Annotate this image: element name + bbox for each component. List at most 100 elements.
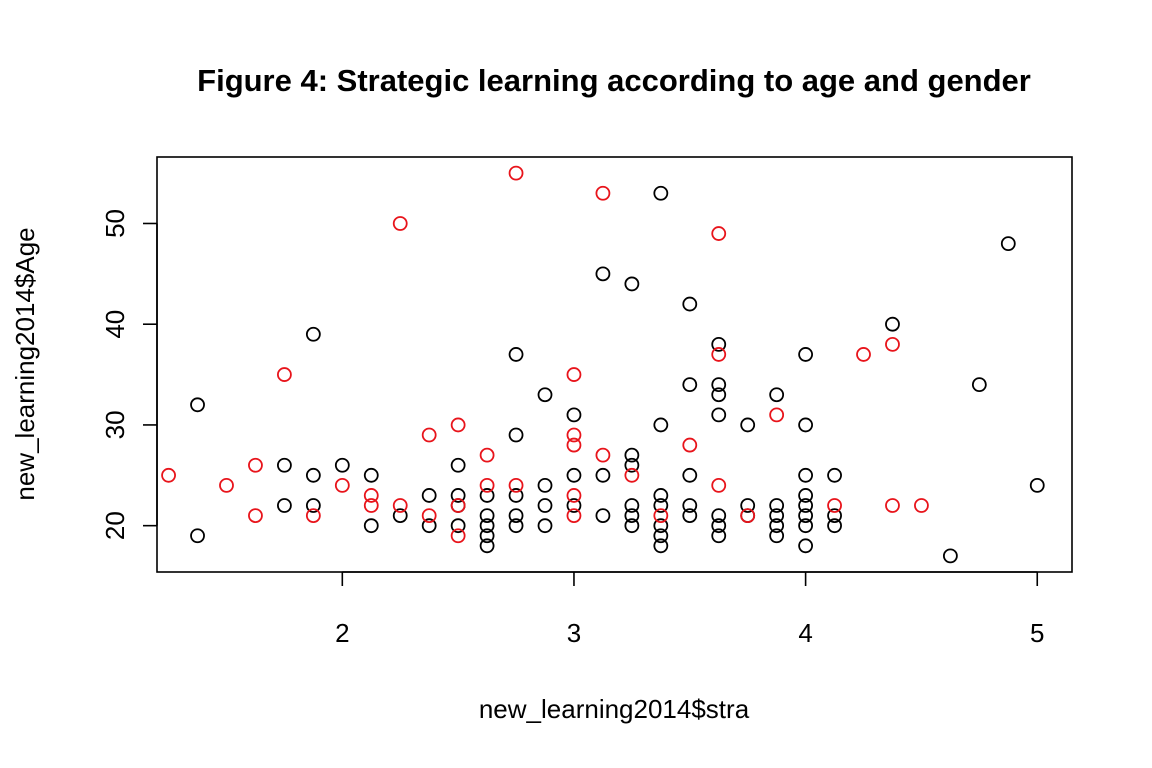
x-tick-label: 3 — [567, 618, 581, 648]
data-point — [595, 447, 611, 463]
data-point — [653, 488, 669, 503]
data-point — [479, 528, 495, 544]
data-point — [653, 498, 669, 513]
x-tick-label: 2 — [335, 618, 349, 648]
data-point — [537, 387, 553, 403]
data-point — [595, 467, 611, 483]
data-point — [1000, 236, 1016, 252]
data-point — [277, 498, 292, 513]
data-point — [392, 508, 408, 523]
data-point — [798, 498, 814, 513]
data-point — [885, 498, 900, 513]
data-points — [161, 165, 1045, 564]
data-point — [798, 467, 814, 483]
data-point — [624, 518, 640, 534]
data-point — [711, 407, 727, 423]
data-point — [653, 417, 669, 433]
data-point — [566, 427, 582, 443]
data-point — [653, 518, 669, 534]
data-point — [219, 477, 234, 493]
chart-title: Figure 4: Strategic learning according t… — [197, 63, 1031, 98]
data-point — [334, 477, 350, 493]
data-point — [624, 457, 640, 473]
data-point — [798, 417, 814, 433]
data-point — [363, 498, 379, 513]
data-point — [856, 347, 871, 362]
data-point — [450, 457, 466, 473]
data-point — [537, 498, 553, 513]
y-tick-label: 30 — [100, 410, 130, 439]
data-point — [363, 518, 379, 534]
data-point — [711, 226, 727, 241]
data-point — [566, 498, 582, 513]
data-point — [421, 518, 437, 534]
data-point — [914, 498, 929, 513]
data-point — [566, 407, 582, 423]
data-point — [711, 377, 727, 393]
data-point — [392, 498, 408, 513]
data-point — [566, 437, 582, 453]
data-point — [479, 508, 495, 523]
data-point — [508, 477, 524, 493]
data-point — [450, 518, 466, 534]
data-point — [769, 387, 785, 403]
data-point — [479, 518, 495, 534]
data-point — [508, 347, 524, 362]
y-axis-label: new_learning2014$Age — [10, 227, 40, 500]
data-point — [624, 447, 640, 463]
data-point — [363, 467, 379, 483]
data-point — [421, 427, 437, 443]
data-point — [421, 508, 437, 523]
data-point — [711, 477, 727, 493]
data-point — [653, 528, 669, 544]
data-point — [798, 538, 814, 554]
data-point — [248, 508, 263, 523]
data-point — [566, 508, 582, 523]
data-point — [624, 498, 640, 513]
data-point — [624, 467, 640, 483]
data-point — [537, 518, 553, 534]
data-point — [305, 508, 321, 523]
data-point — [566, 467, 582, 483]
data-point — [769, 498, 785, 513]
data-point — [508, 508, 524, 523]
data-point — [624, 276, 640, 292]
x-axis-label: new_learning2014$stra — [479, 694, 750, 724]
data-point — [595, 508, 611, 523]
data-point — [827, 498, 842, 513]
data-point — [682, 296, 698, 312]
data-point — [508, 165, 524, 181]
data-point — [885, 316, 900, 332]
data-point — [305, 498, 321, 513]
data-point — [682, 508, 698, 523]
data-point — [827, 467, 842, 483]
data-point — [682, 498, 698, 513]
data-point — [248, 457, 263, 473]
data-point — [566, 488, 582, 503]
data-point — [769, 518, 785, 534]
x-tick-label: 4 — [798, 618, 812, 648]
data-point — [971, 377, 987, 393]
x-tick-label: 5 — [1030, 618, 1044, 648]
data-point — [450, 528, 466, 544]
data-point — [711, 518, 727, 534]
data-point — [305, 467, 321, 483]
data-point — [508, 518, 524, 534]
plot-frame — [156, 156, 1073, 573]
data-point — [190, 528, 205, 544]
data-point — [711, 508, 727, 523]
y-tick-label: 20 — [100, 511, 130, 540]
data-point — [798, 488, 814, 503]
data-point — [682, 437, 698, 453]
data-point — [827, 518, 842, 534]
data-point — [537, 477, 553, 493]
data-point — [740, 508, 756, 523]
data-point — [450, 488, 466, 503]
data-point — [190, 397, 205, 413]
y-tick-label: 50 — [100, 209, 130, 238]
data-point — [653, 185, 669, 201]
data-point — [277, 457, 292, 473]
data-point — [479, 538, 495, 554]
data-point — [305, 326, 321, 342]
data-point — [479, 447, 495, 463]
